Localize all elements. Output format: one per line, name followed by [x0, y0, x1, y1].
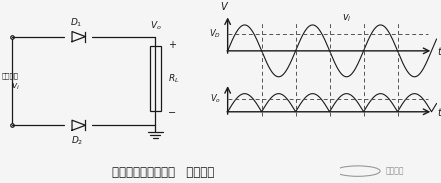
Text: +: +	[168, 40, 176, 50]
Text: 交流电源: 交流电源	[2, 72, 19, 79]
Text: $v_i$: $v_i$	[342, 12, 351, 24]
Text: −: −	[168, 108, 176, 118]
Text: 电源联盟: 电源联盟	[385, 167, 404, 176]
Text: $t$: $t$	[437, 45, 441, 57]
Text: $D_2$: $D_2$	[71, 135, 83, 147]
Text: $V_D$: $V_D$	[209, 28, 221, 40]
Text: $V$: $V$	[220, 0, 230, 12]
Text: $t$: $t$	[437, 106, 441, 118]
Text: 二极管全波整流电路   仿真演示: 二极管全波整流电路 仿真演示	[112, 166, 214, 180]
Bar	[150, 46, 161, 111]
Text: $D_1$: $D_1$	[71, 16, 83, 29]
Text: $V_o$: $V_o$	[149, 19, 161, 32]
Text: $V_o$: $V_o$	[210, 93, 221, 105]
Text: $R_L$: $R_L$	[168, 72, 179, 85]
Text: $v_i$: $v_i$	[11, 82, 20, 92]
